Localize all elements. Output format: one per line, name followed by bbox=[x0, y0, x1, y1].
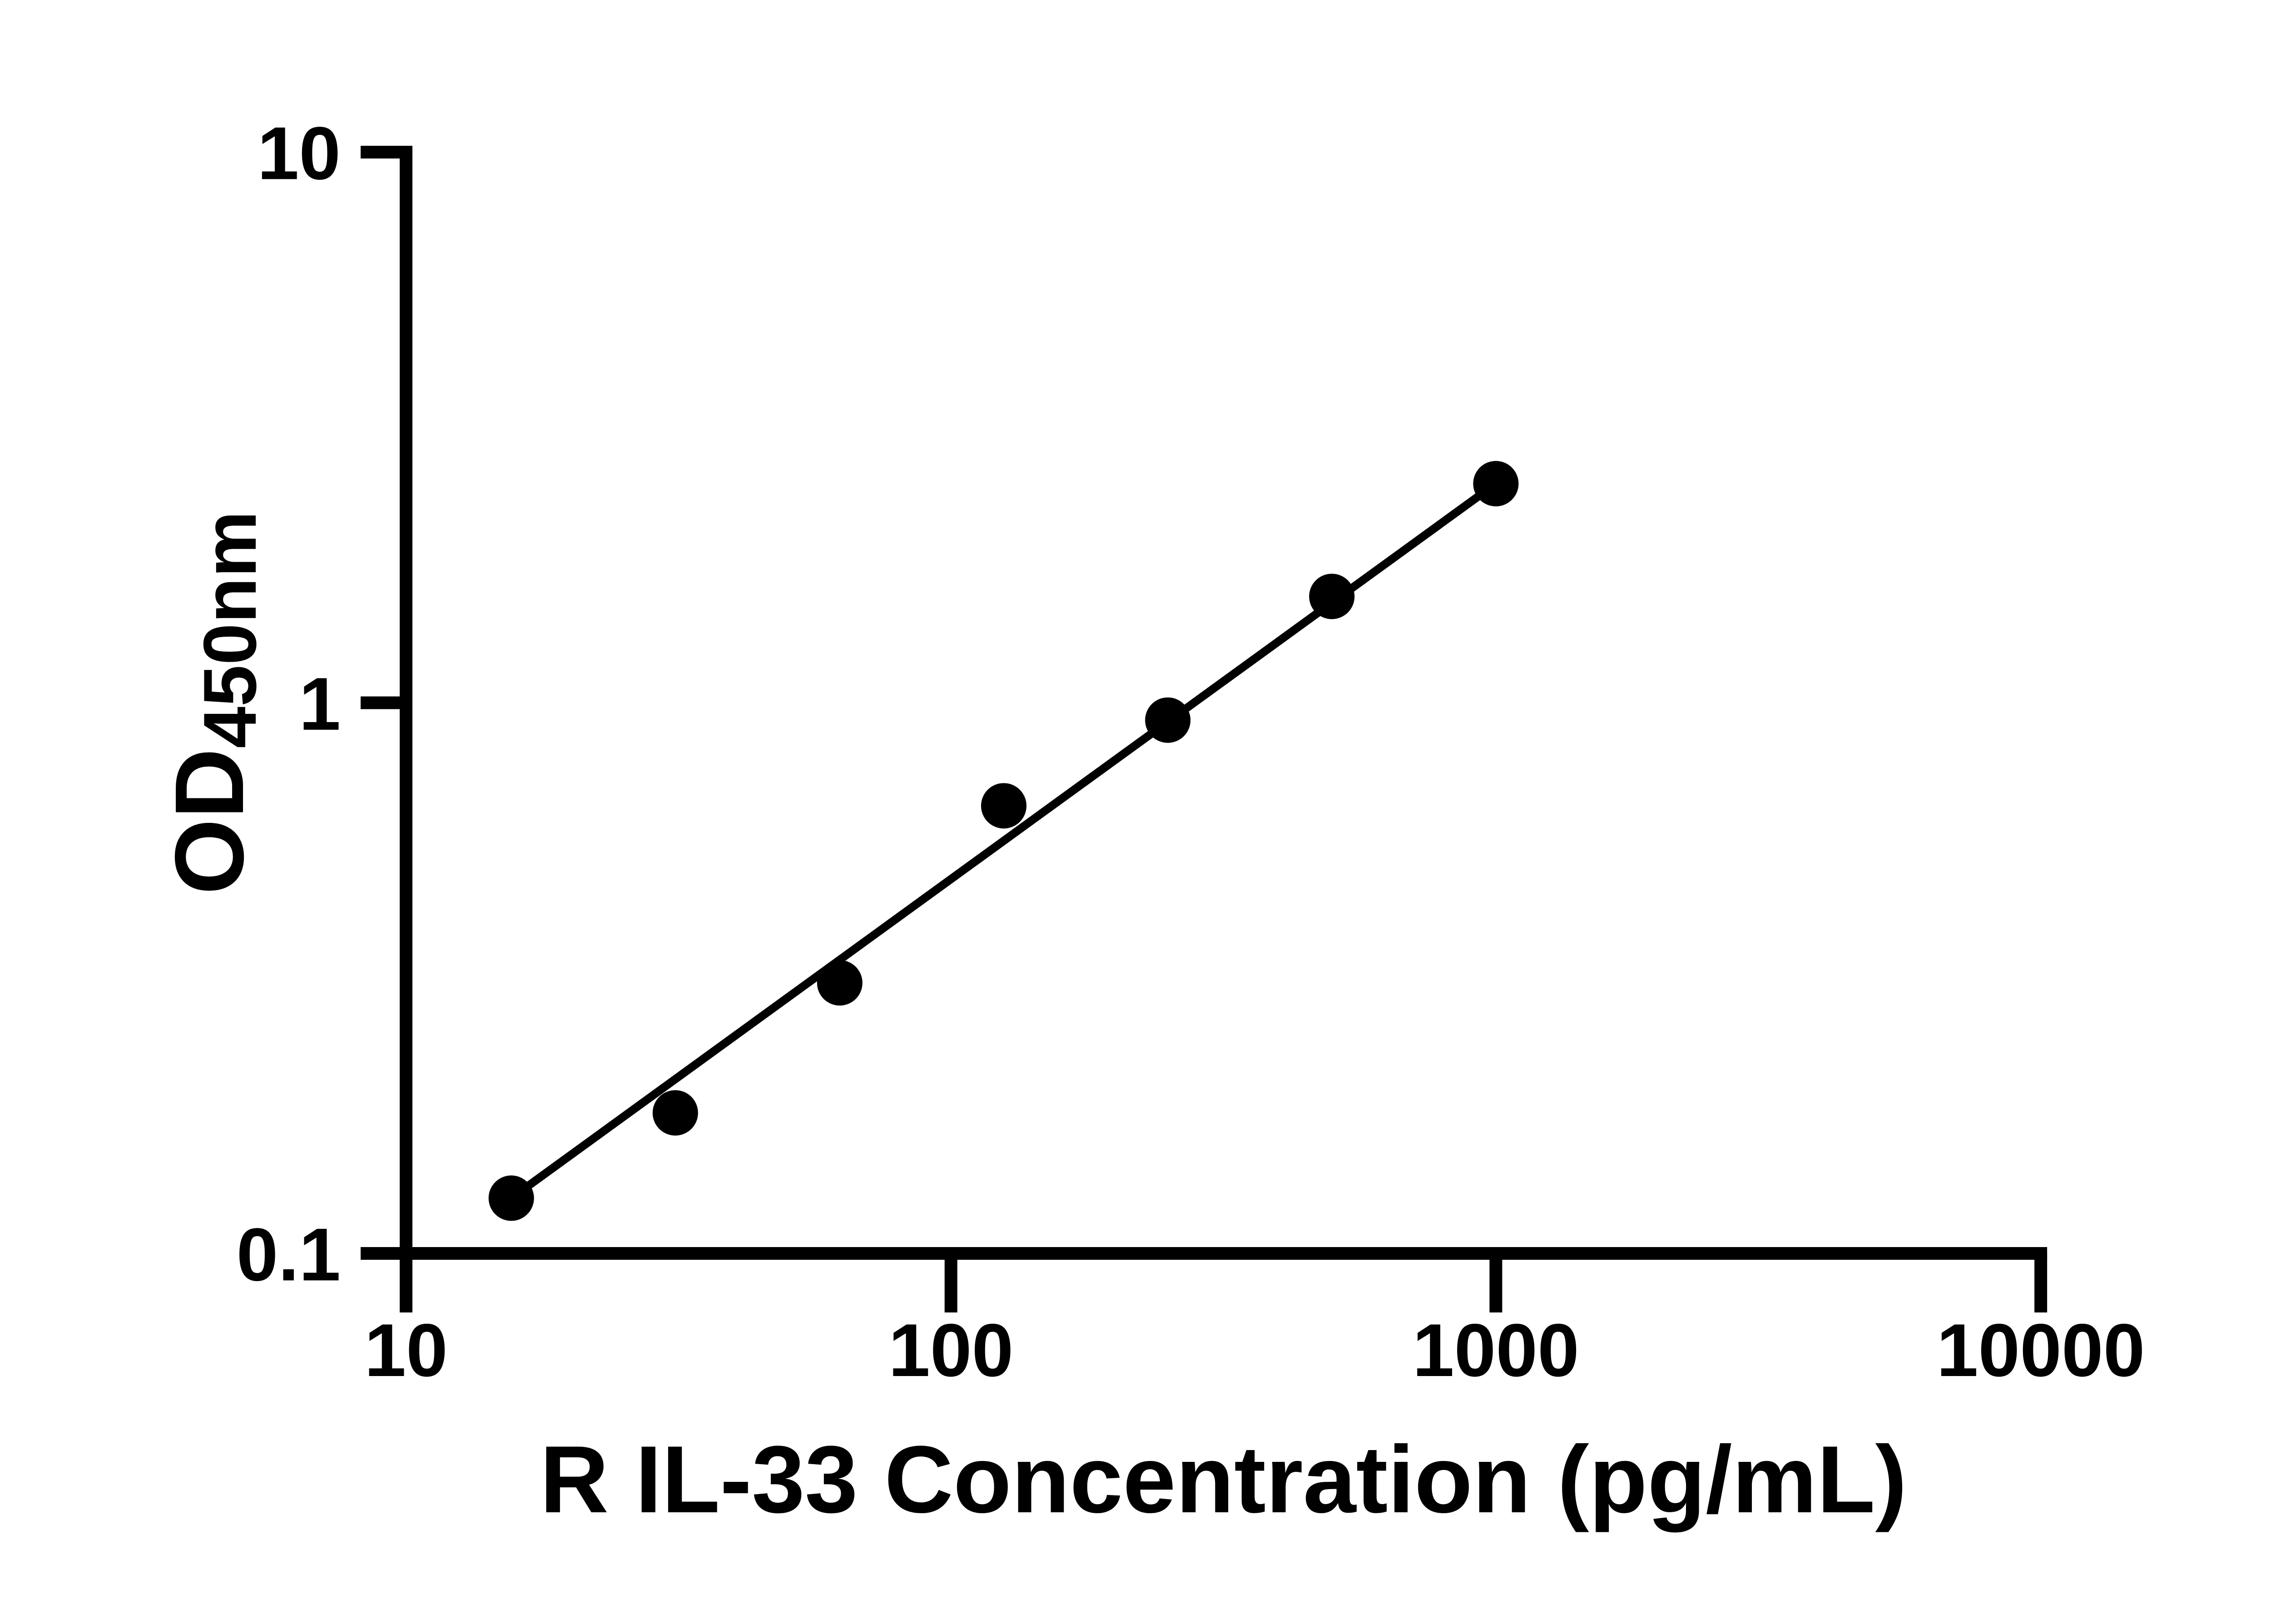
y-tick-label: 0.1 bbox=[237, 1213, 341, 1296]
x-tick-label: 1000 bbox=[1413, 1308, 1579, 1392]
axes bbox=[400, 146, 2048, 1260]
x-tick-label: 10000 bbox=[1937, 1308, 2145, 1392]
y-tick-label: 1 bbox=[299, 662, 341, 746]
x-tick-label: 100 bbox=[888, 1308, 1013, 1392]
y-axis-title-subscript: 450nm bbox=[188, 511, 272, 748]
data-point bbox=[1473, 460, 1519, 506]
y-tick-label: 10 bbox=[257, 111, 341, 195]
data-point bbox=[981, 783, 1026, 829]
data-point bbox=[1145, 697, 1191, 743]
data-point bbox=[1309, 574, 1355, 619]
data-point bbox=[817, 960, 863, 1006]
x-tick-label: 10 bbox=[364, 1308, 448, 1392]
x-axis-title: R IL-33 Concentration (pg/mL) bbox=[540, 1426, 1907, 1533]
data-point bbox=[488, 1175, 534, 1221]
y-axis-title-main: OD bbox=[154, 748, 264, 895]
y-axis-title: OD450nm bbox=[154, 511, 272, 895]
data-point bbox=[652, 1090, 698, 1136]
